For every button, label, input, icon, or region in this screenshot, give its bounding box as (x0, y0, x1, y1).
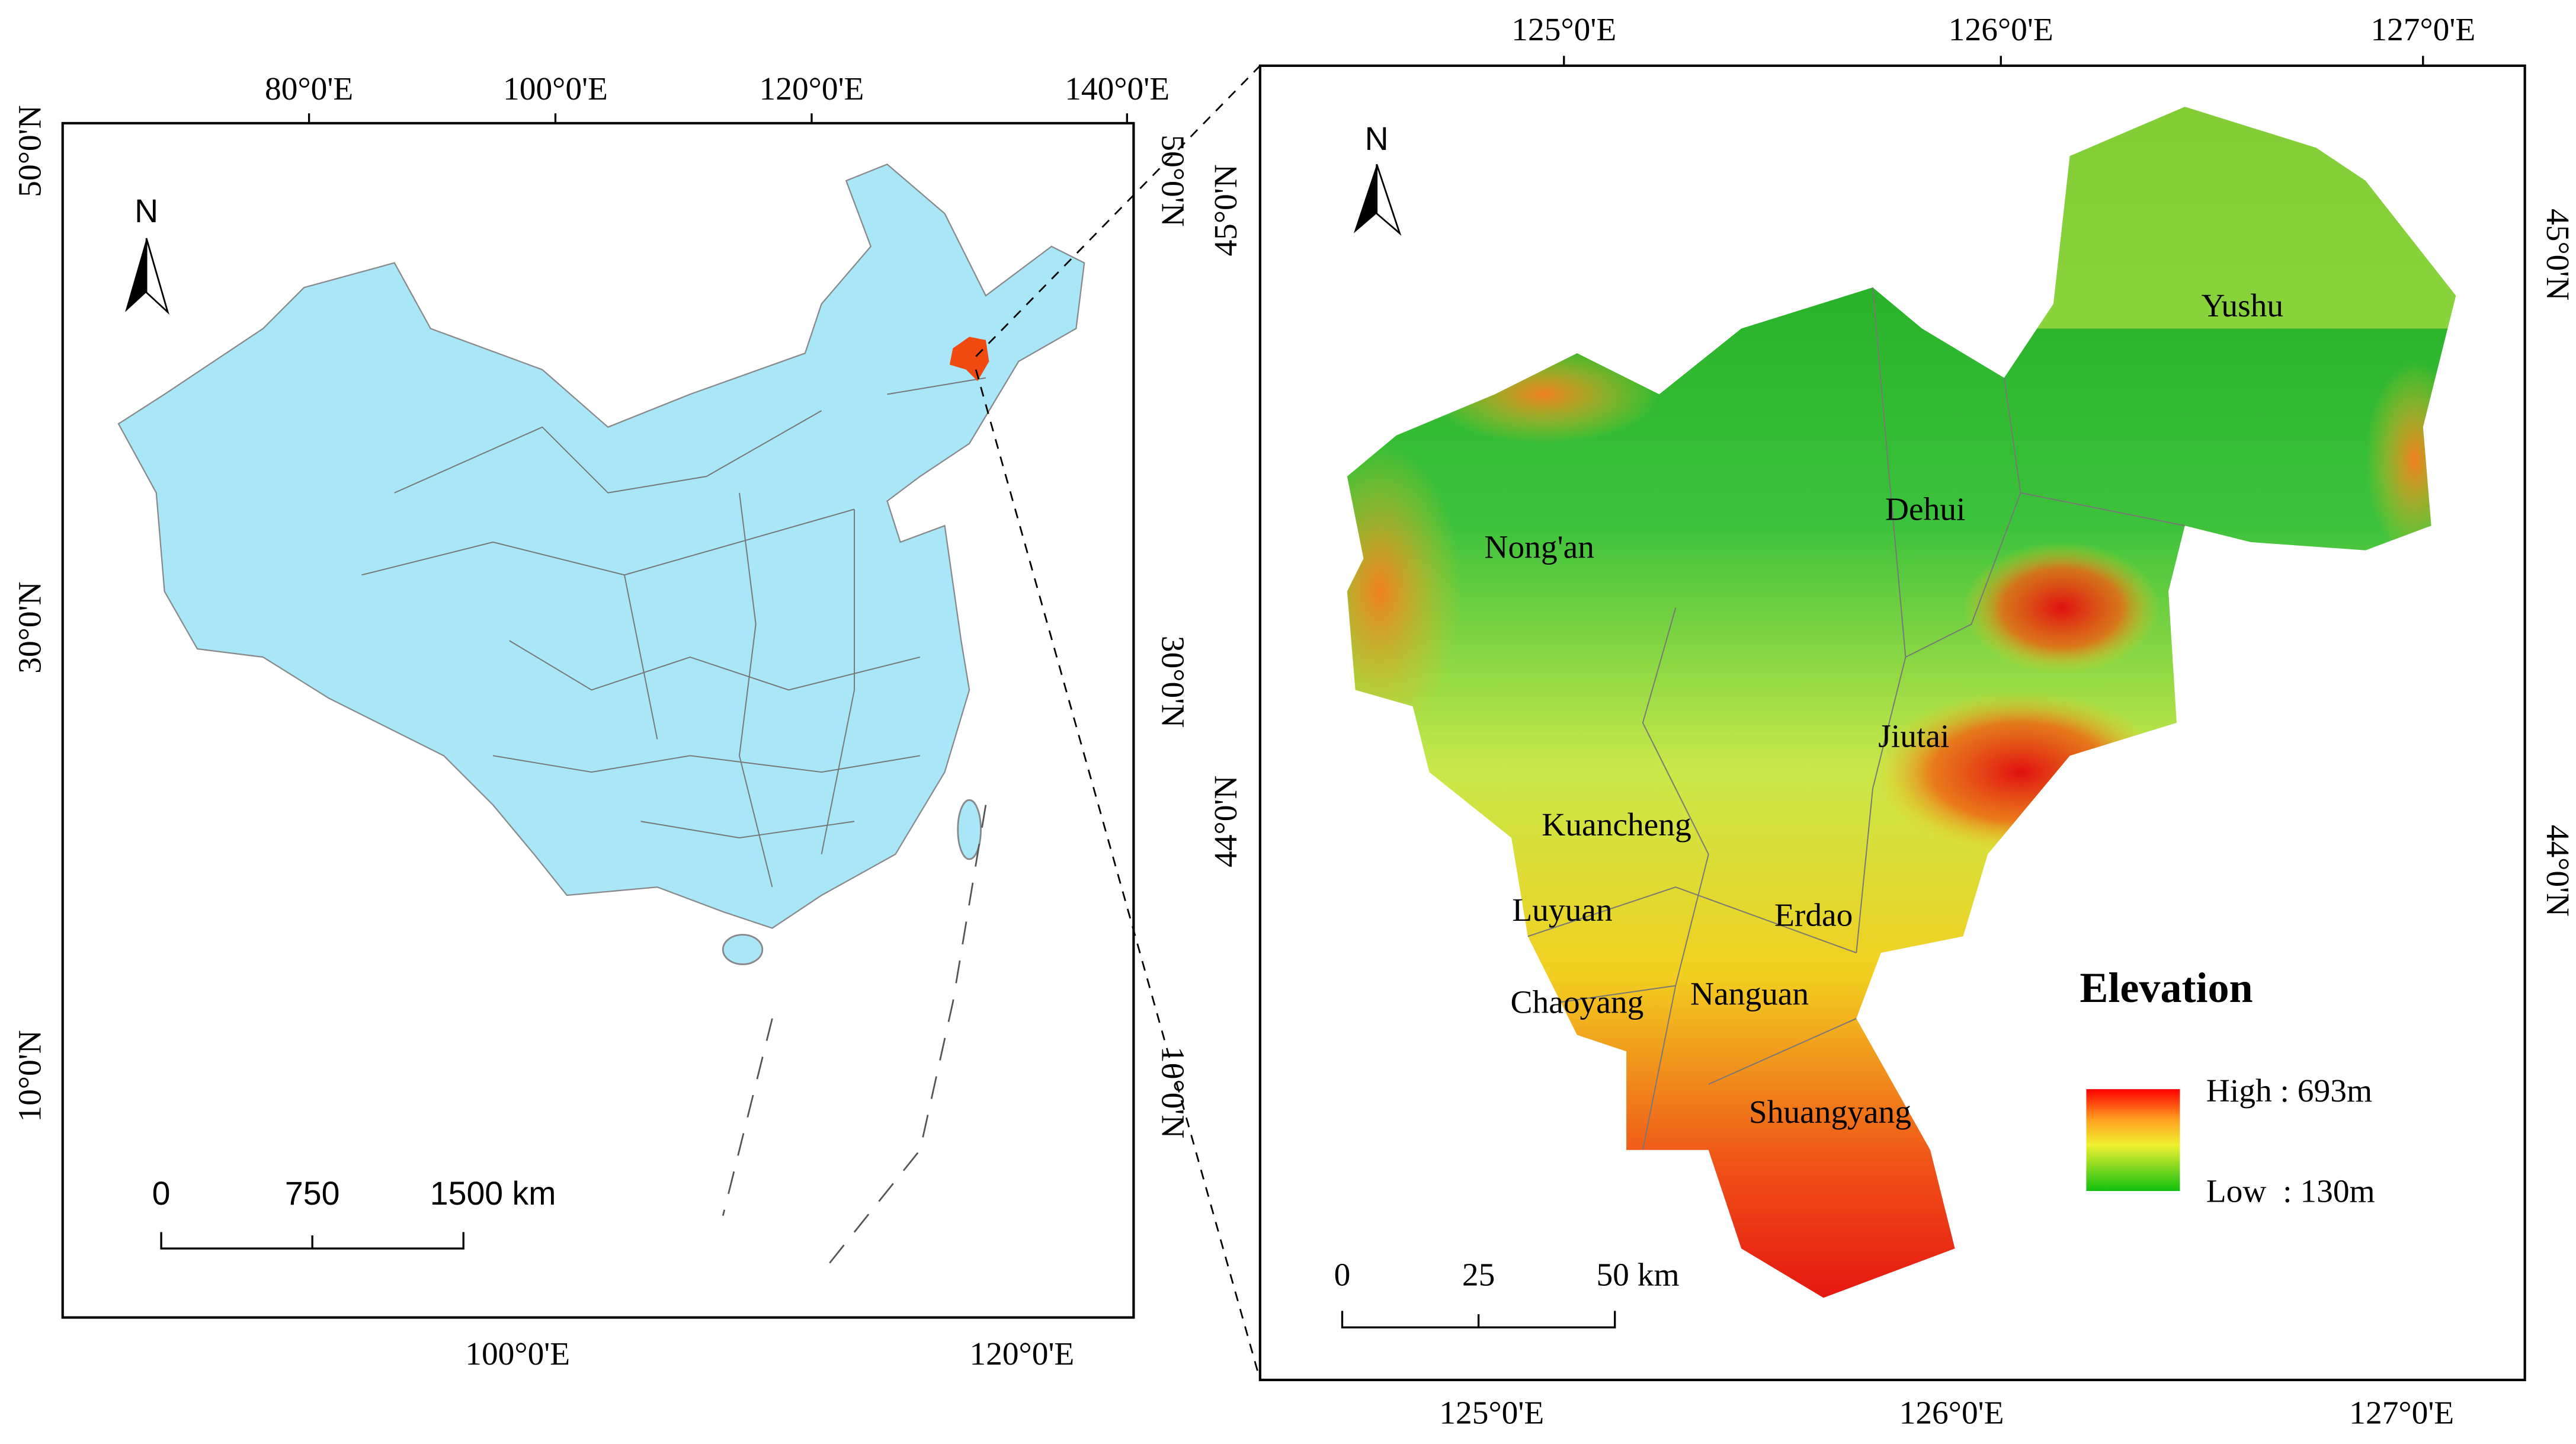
north-arrow (145, 238, 169, 315)
north-label: N (134, 193, 158, 229)
place-label: Nong'an (1484, 529, 1594, 565)
place-label: Erdao (1774, 897, 1853, 933)
elevation-raster (1347, 107, 2456, 1298)
lon-label: 100°0'E (503, 71, 608, 107)
lon-label: 140°0'E (1065, 71, 1170, 107)
south-sea-line (722, 805, 987, 1274)
high-area (1429, 345, 1659, 444)
legend-ramp (2086, 1089, 2180, 1192)
left-map: 80°0'E 100°0'E 120°0'E 140°0'E 100°0'E 1… (12, 71, 1191, 1372)
high-area (2365, 361, 2456, 559)
right-frame (1258, 64, 2526, 1381)
lat-label: 50°0'N (1155, 135, 1191, 226)
lat-label: 30°0'N (12, 581, 48, 673)
lat-label: 30°0'N (1155, 636, 1191, 728)
north-label: N (1365, 120, 1389, 157)
lat-label: 44°0'N (1207, 776, 1244, 867)
place-label: Jiutai (1878, 718, 1949, 754)
district-boundaries (1527, 287, 2185, 1150)
lat-label: 44°0'N (2540, 825, 2576, 917)
right-map: 125°0'E 126°0'E 127°0'E 125°0'E 126°0'E … (1207, 11, 2576, 1430)
north-arrow (1353, 164, 1377, 233)
lon-label: 126°0'E (1949, 11, 2053, 47)
high-area (1347, 443, 1462, 739)
legend-title: Elevation (2080, 964, 2253, 1011)
place-label: Chaoyang (1511, 984, 1644, 1020)
place-label: Dehui (1885, 491, 1965, 527)
left-frame (61, 121, 1135, 1319)
lon-label: 80°0'E (265, 71, 353, 107)
taiwan (957, 799, 982, 860)
lon-label: 120°0'E (969, 1336, 1074, 1372)
legend-low: Low : 130m (2206, 1173, 2375, 1209)
scale-bar (160, 1232, 464, 1250)
scale-label: 25 (1462, 1257, 1495, 1293)
lon-label: 127°0'E (2370, 11, 2475, 47)
lat-label: 50°0'N (12, 105, 48, 197)
lon-label: 125°0'E (1511, 11, 1616, 47)
scale-label: 0 (1334, 1257, 1351, 1293)
scale-label: 50 km (1596, 1257, 1679, 1293)
lon-label: 120°0'E (760, 71, 864, 107)
scale-label: 750 (285, 1175, 339, 1212)
zoom-line (975, 65, 1261, 357)
lat-label: 10°0'N (12, 1030, 48, 1122)
study-area-small (949, 337, 989, 382)
high-area (1963, 542, 2161, 674)
place-label: Luyuan (1512, 892, 1612, 928)
lat-label: 10°0'N (1155, 1046, 1191, 1138)
lat-label: 45°0'N (1207, 164, 1244, 256)
lon-label: 100°0'E (465, 1336, 570, 1372)
place-label: Shuangyang (1749, 1094, 1911, 1130)
lat-label: 45°0'N (2540, 209, 2576, 300)
legend-high: High : 693m (2206, 1072, 2372, 1109)
lon-label: 126°0'E (1899, 1395, 2004, 1431)
province-boundaries (361, 377, 986, 888)
north-arrow (125, 238, 147, 312)
lon-label: 125°0'E (1439, 1395, 1544, 1431)
scale-label: 1500 km (430, 1175, 556, 1212)
hainan (722, 934, 764, 965)
lon-label: 127°0'E (2349, 1395, 2454, 1431)
scale-bar (1341, 1311, 1616, 1328)
china-outline (117, 163, 1085, 929)
high-area (1872, 690, 2169, 854)
scale-label: 0 (152, 1175, 171, 1212)
place-label: Yushu (2201, 287, 2283, 324)
north-arrow (1376, 164, 1402, 236)
place-label: Nanguan (1690, 976, 1809, 1012)
zoom-line (975, 369, 1261, 1381)
place-label: Kuancheng (1542, 806, 1691, 843)
